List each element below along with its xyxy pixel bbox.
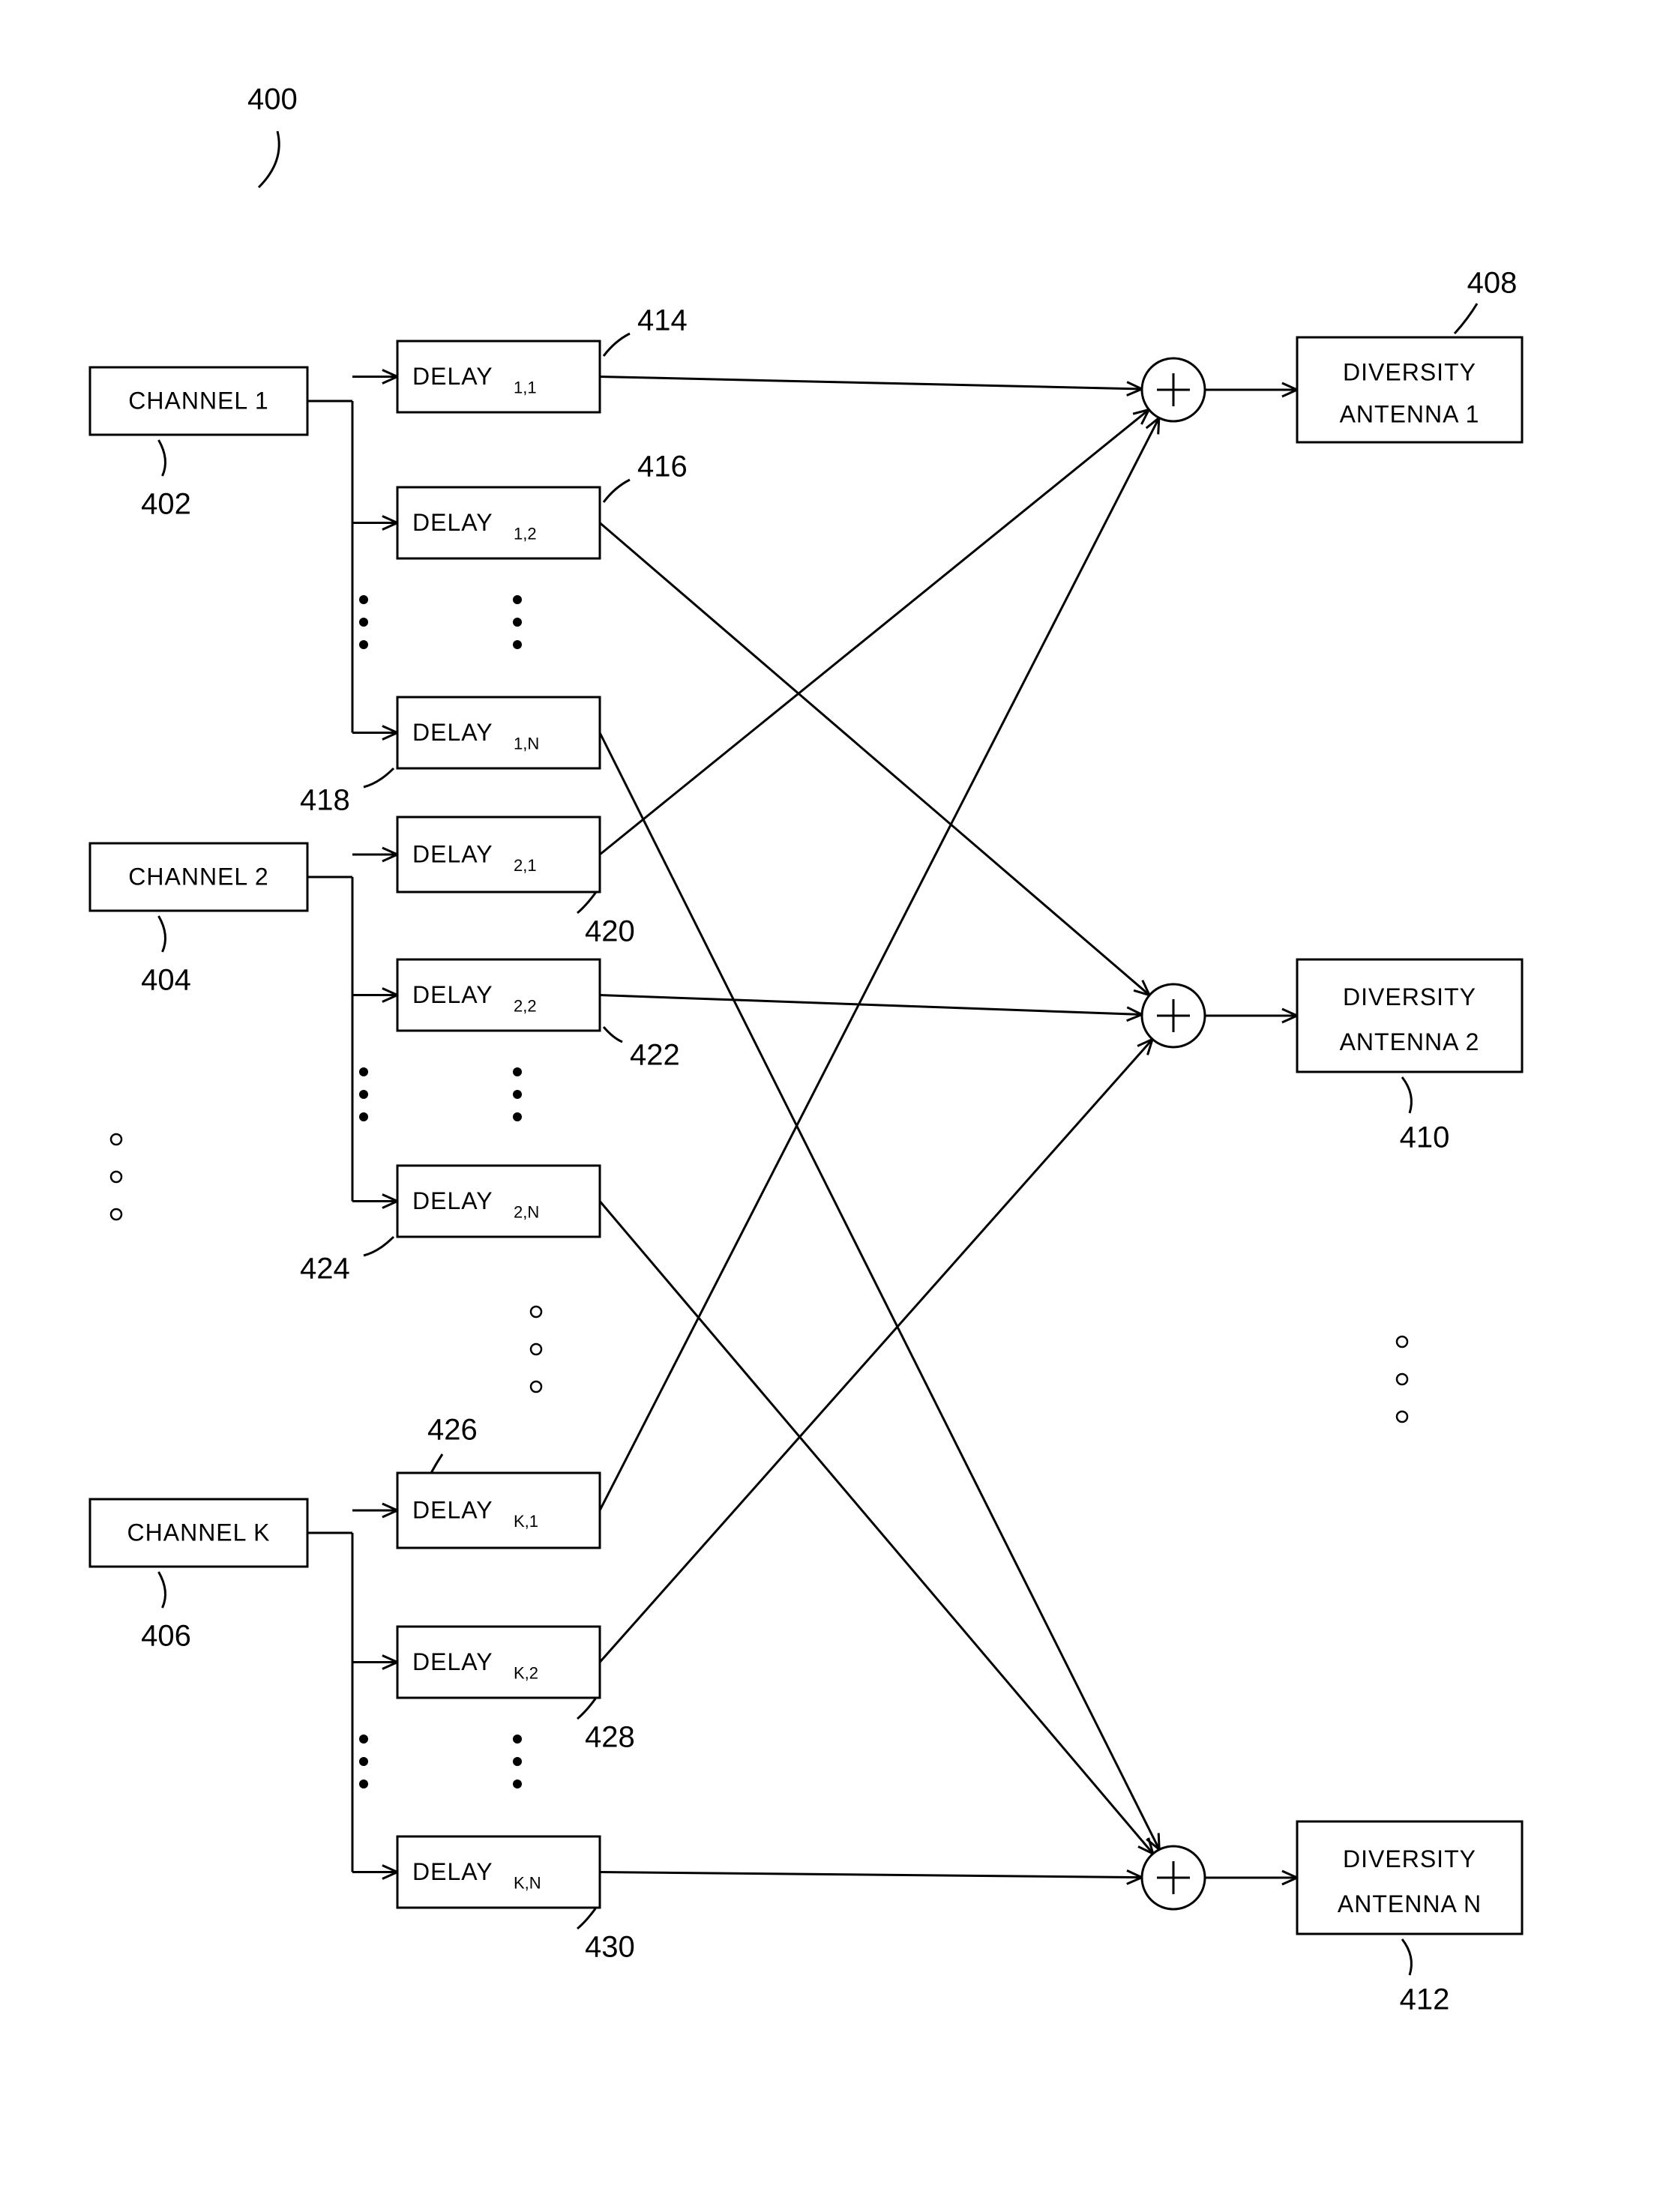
svg-text:DELAY: DELAY bbox=[412, 363, 493, 390]
svg-text:DIVERSITY: DIVERSITY bbox=[1343, 1845, 1476, 1872]
svg-text:DELAY: DELAY bbox=[412, 719, 493, 746]
svg-text:420: 420 bbox=[585, 915, 635, 948]
svg-text:K,1: K,1 bbox=[514, 1512, 538, 1531]
svg-text:2,2: 2,2 bbox=[514, 996, 537, 1015]
svg-text:422: 422 bbox=[630, 1039, 680, 1072]
svg-text:1,N: 1,N bbox=[514, 734, 539, 753]
svg-text:424: 424 bbox=[300, 1253, 350, 1286]
svg-text:ANTENNA 1: ANTENNA 1 bbox=[1340, 400, 1480, 427]
svg-text:2,1: 2,1 bbox=[514, 856, 537, 875]
svg-text:416: 416 bbox=[637, 450, 688, 483]
svg-text:CHANNEL K: CHANNEL K bbox=[127, 1519, 271, 1546]
svg-text:DELAY: DELAY bbox=[412, 1496, 493, 1523]
svg-text:400: 400 bbox=[247, 83, 298, 116]
svg-text:DIVERSITY: DIVERSITY bbox=[1343, 358, 1476, 385]
block-diagram: 400 DIVERSITY ANTENNA 1 408 DIVERSITY ANTENNA… bbox=[0, 0, 1672, 2212]
svg-text:412: 412 bbox=[1400, 1983, 1450, 2016]
svg-text:1,1: 1,1 bbox=[514, 378, 537, 397]
svg-text:CHANNEL 1: CHANNEL 1 bbox=[128, 387, 268, 414]
svg-text:2,N: 2,N bbox=[514, 1202, 539, 1221]
svg-text:K,N: K,N bbox=[514, 1873, 541, 1892]
svg-text:408: 408 bbox=[1467, 267, 1518, 300]
svg-text:414: 414 bbox=[637, 304, 688, 337]
svg-text:406: 406 bbox=[141, 1620, 191, 1653]
svg-text:CHANNEL 2: CHANNEL 2 bbox=[128, 863, 268, 890]
svg-text:DELAY: DELAY bbox=[412, 981, 493, 1008]
svg-text:1,2: 1,2 bbox=[514, 524, 537, 543]
svg-text:426: 426 bbox=[427, 1414, 478, 1447]
svg-text:402: 402 bbox=[141, 488, 191, 521]
svg-text:ANTENNA N: ANTENNA N bbox=[1338, 1890, 1482, 1917]
svg-text:DELAY: DELAY bbox=[412, 1648, 493, 1675]
svg-text:DELAY: DELAY bbox=[412, 1858, 493, 1885]
svg-text:418: 418 bbox=[300, 784, 350, 817]
svg-text:410: 410 bbox=[1400, 1121, 1450, 1154]
svg-text:DELAY: DELAY bbox=[412, 509, 493, 536]
svg-text:430: 430 bbox=[585, 1931, 635, 1964]
svg-text:ANTENNA 2: ANTENNA 2 bbox=[1340, 1028, 1480, 1055]
svg-text:428: 428 bbox=[585, 1721, 635, 1754]
svg-text:K,2: K,2 bbox=[514, 1663, 538, 1682]
svg-text:DELAY: DELAY bbox=[412, 840, 493, 867]
svg-text:404: 404 bbox=[141, 964, 191, 997]
svg-text:DELAY: DELAY bbox=[412, 1187, 493, 1214]
svg-text:DIVERSITY: DIVERSITY bbox=[1343, 983, 1476, 1010]
